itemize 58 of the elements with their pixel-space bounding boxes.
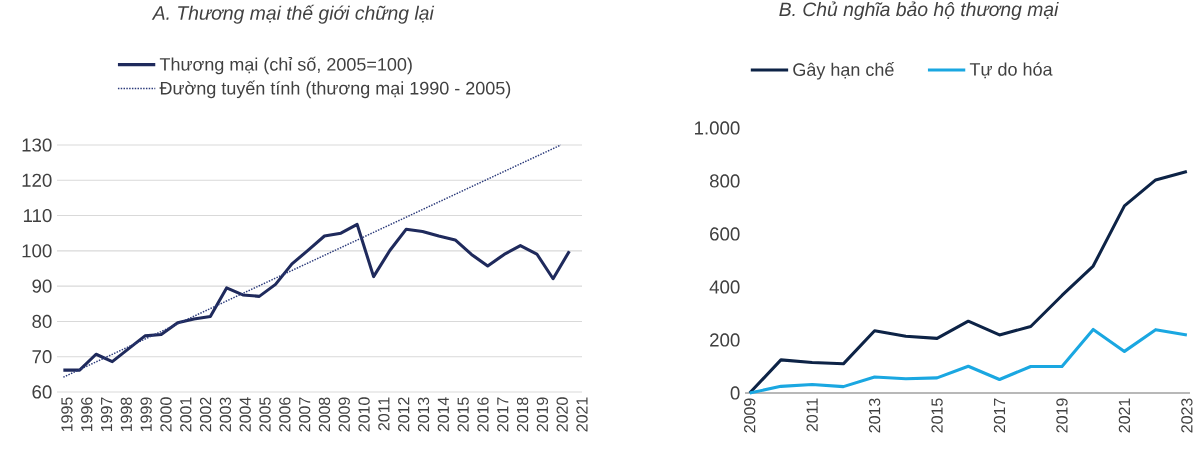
- x-tick-label: 2005: [259, 397, 271, 432]
- y-tick-label: 400: [709, 280, 740, 294]
- y-tick-label: 130: [22, 138, 52, 152]
- x-tick-label: 2011: [806, 398, 818, 432]
- x-tick-label: 2011: [378, 397, 390, 431]
- y-tick-label: 110: [23, 208, 52, 223]
- y-tick-label: 70: [32, 350, 52, 364]
- y-tick-label: 800: [709, 174, 740, 188]
- x-tick-label: 1999: [140, 397, 152, 432]
- line-series: [748, 169, 1189, 395]
- x-tick-label: 2002: [199, 397, 212, 432]
- line-series: [748, 327, 1189, 395]
- y-tick-label: 1.000: [695, 121, 740, 135]
- x-tick-label: 2014: [437, 397, 449, 432]
- y-tick-label: 200: [710, 333, 740, 347]
- y-tick-label: 90: [32, 279, 52, 293]
- x-tick-label: 2015: [457, 397, 469, 432]
- x-tick-label: 2013: [417, 397, 430, 432]
- legend-label: Tự do hóa: [969, 62, 1053, 79]
- x-tick-label: 2019: [536, 397, 549, 432]
- y-tick-label: 60: [32, 385, 52, 399]
- x-tick-label: 2016: [477, 397, 489, 432]
- x-tick-label: 2017: [497, 397, 509, 432]
- x-tick-label: 1997: [100, 397, 113, 432]
- x-tick-label: 1998: [120, 397, 133, 432]
- x-tick-label: 2017: [993, 398, 1006, 433]
- x-tick-label: 2013: [868, 398, 881, 433]
- x-tick-label: 2009: [744, 398, 756, 433]
- x-tick-label: 2012: [398, 397, 410, 432]
- x-tick-label: 2021: [576, 397, 588, 432]
- x-tick-label: 2015: [931, 398, 943, 433]
- legend-label: Gây hạn chế: [793, 62, 895, 80]
- x-tick-label: 2007: [298, 397, 311, 432]
- x-tick-label: 2020: [556, 397, 568, 432]
- legend-label: Thương mại (chỉ số, 2005=100): [159, 56, 412, 75]
- x-tick-label: 2018: [516, 397, 529, 432]
- y-tick-label: 100: [22, 244, 52, 258]
- legend-label: Đường tuyến tính (thương mại 1990 - 2005): [159, 80, 511, 99]
- chart-title: A. Thương mại thế giới chững lại: [151, 4, 435, 24]
- y-tick-label: 120: [22, 173, 52, 187]
- x-tick-label: 2009: [338, 397, 350, 432]
- x-tick-label: 2003: [219, 397, 232, 432]
- y-tick-label: 600: [710, 227, 740, 241]
- x-tick-label: 2021: [1118, 398, 1131, 433]
- x-tick-label: 2008: [318, 397, 331, 432]
- x-tick-label: 2019: [1056, 398, 1068, 433]
- y-tick-label: 0: [730, 386, 740, 400]
- line-series: [61, 222, 571, 372]
- x-tick-label: 2006: [279, 397, 291, 432]
- x-tick-label: 2000: [160, 397, 172, 432]
- y-tick-label: 80: [32, 314, 52, 329]
- x-tick-label: 1996: [81, 397, 93, 432]
- x-tick-label: 2023: [1181, 398, 1193, 433]
- x-tick-label: 1995: [61, 397, 73, 432]
- chart-title: B. Chủ nghĩa bảo hộ thương mại: [779, 1, 1059, 21]
- x-tick-label: 2004: [239, 397, 251, 432]
- x-tick-label: 2001: [180, 397, 192, 432]
- x-tick-label: 2010: [358, 397, 370, 432]
